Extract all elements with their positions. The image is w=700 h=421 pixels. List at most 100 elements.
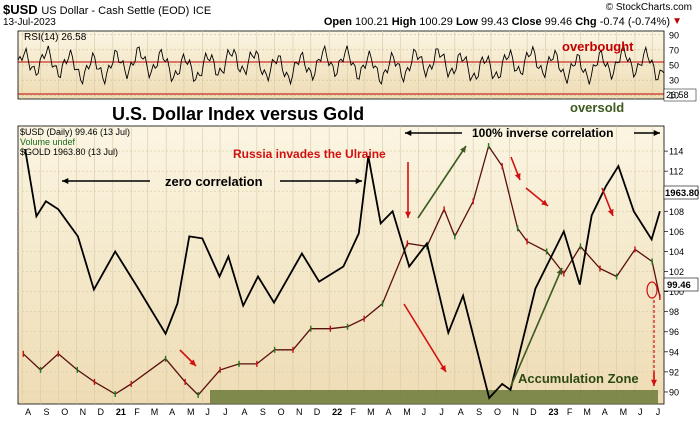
rsi-tick-label: 10 (669, 91, 679, 101)
x-tick-label: S (476, 407, 482, 417)
usd-last-value-box (663, 277, 699, 292)
annotation-accumulation-zone: Accumulation Zone (518, 371, 639, 386)
x-tick-label: A (602, 407, 608, 417)
oversold-label: oversold (570, 100, 624, 115)
overbought-label: overbought (562, 39, 634, 54)
final-usd-circle (646, 281, 658, 299)
ohlc-readout: Open 100.21 High 100.29 Low 99.43 Close … (324, 16, 670, 28)
arrow-red-down-head (607, 209, 614, 216)
price-tick-label: 100 (669, 287, 684, 297)
arrow-red-down-head (440, 365, 446, 372)
x-tick-label: M (620, 407, 628, 417)
arrow-red-down-head (541, 199, 548, 206)
x-tick-label: M (151, 407, 159, 417)
x-tick-label: O (278, 407, 285, 417)
legend-volume: Volume undef (20, 137, 76, 147)
rsi-grid (18, 31, 664, 99)
arrow-zero-left-head (62, 178, 69, 184)
chart-date: 13-Jul-2023 (3, 17, 56, 28)
rsi-line (17, 43, 665, 86)
price-tick-label: 106 (669, 227, 684, 237)
price-tick-label: 102 (669, 267, 684, 277)
x-tick-label: J (422, 407, 427, 417)
price-grid (18, 126, 664, 404)
rsi-tick-label: 30 (669, 76, 679, 86)
price-tick-label: 90 (669, 387, 679, 397)
x-tick-label: F (134, 407, 140, 417)
price-tick-label: 108 (669, 207, 684, 217)
arrow-red-down-head (514, 173, 521, 180)
x-tick-label: N (512, 407, 519, 417)
arrow-green-up-head (460, 146, 466, 153)
x-tick-label: M (187, 407, 195, 417)
x-tick-label: J (205, 407, 210, 417)
price-panel (17, 125, 665, 405)
x-tick-label: F (351, 407, 357, 417)
legend-usd: $USD (Daily) 99.46 (13 Jul) (20, 127, 130, 137)
usd-series (22, 143, 661, 398)
x-tick-label: M (367, 407, 375, 417)
arrow-green-up (417, 145, 467, 219)
change-value: -0.74 (-0.74%) (599, 16, 670, 28)
arrow-red-down (403, 303, 447, 373)
symbol-description: US Dollar - Cash Settle (EOD) (41, 5, 190, 17)
chart-header: $USD US Dollar - Cash Settle (EOD) ICE 1… (0, 0, 700, 30)
symbol-line: $USD US Dollar - Cash Settle (EOD) ICE (3, 2, 211, 17)
x-tick-label: A (241, 407, 247, 417)
price-tick-label: 98 (669, 307, 679, 317)
arrow-final-head-head (651, 379, 657, 386)
price-tick-label: 114 (669, 147, 683, 157)
high-value: 100.29 (419, 16, 453, 28)
accumulation-zone (210, 390, 658, 404)
x-tick-label: 23 (548, 407, 558, 417)
down-triangle-icon: ▼ (672, 16, 682, 27)
x-tick-label: S (260, 407, 266, 417)
x-tick-label: A (25, 407, 31, 417)
rsi-current-value: 26.58 (666, 90, 689, 100)
x-tick-label: N (80, 407, 87, 417)
annotation-zero-correlation: zero correlation (165, 174, 263, 189)
x-tick-label: J (439, 407, 444, 417)
price-tick-label: 94 (669, 347, 679, 357)
x-tick-label: M (403, 407, 411, 417)
x-tick-label: S (44, 407, 50, 417)
close-value: 99.46 (544, 16, 573, 28)
price-tick-label: 92 (669, 367, 679, 377)
x-tick-label: D (314, 407, 321, 417)
annotation-russia: Russia invades the Ulraine (233, 147, 386, 161)
open-label: Open (323, 16, 352, 28)
x-tick-label: A (385, 407, 391, 417)
arrow-russia-head (405, 211, 411, 218)
arrow-zero-right-head (355, 178, 362, 184)
rsi-panel (17, 30, 665, 100)
change-label: Chg (575, 16, 597, 28)
price-tick-label: 112 (669, 167, 683, 177)
gold-series-line (24, 148, 661, 400)
x-tick-label: D (530, 407, 537, 417)
arrow-green-up-head (556, 268, 563, 275)
close-label: Close (511, 16, 542, 28)
legend-gold: $GOLD 1963.80 (13 Jul) (20, 147, 118, 157)
annotation-arrows (62, 130, 660, 387)
x-tick-label: M (583, 407, 591, 417)
gold-last-value: 1963.80 (665, 188, 699, 199)
arrow-inverse-left-head (405, 130, 412, 136)
chart-title: U.S. Dollar Index versus Gold (112, 104, 364, 124)
gold-last-value-box (663, 185, 699, 200)
rsi-tick-label: 90 (669, 30, 679, 40)
x-tick-label: O (61, 407, 68, 417)
open-value: 100.21 (355, 16, 389, 28)
x-tick-label: N (296, 407, 303, 417)
credit: © StockCharts.com (605, 2, 692, 13)
low-label: Low (455, 16, 478, 28)
x-tick-label: F (567, 407, 573, 417)
symbol: $USD (3, 2, 38, 17)
annotation-inverse-correlation: 100% inverse correlation (472, 126, 613, 140)
usd-last-value: 99.46 (667, 280, 691, 291)
arrow-inverse-right-head (653, 130, 660, 136)
x-tick-label: J (223, 407, 228, 417)
price-tick-label: 96 (669, 327, 679, 337)
rsi-tick-label: 50 (669, 61, 679, 71)
exchange: ICE (192, 5, 212, 17)
